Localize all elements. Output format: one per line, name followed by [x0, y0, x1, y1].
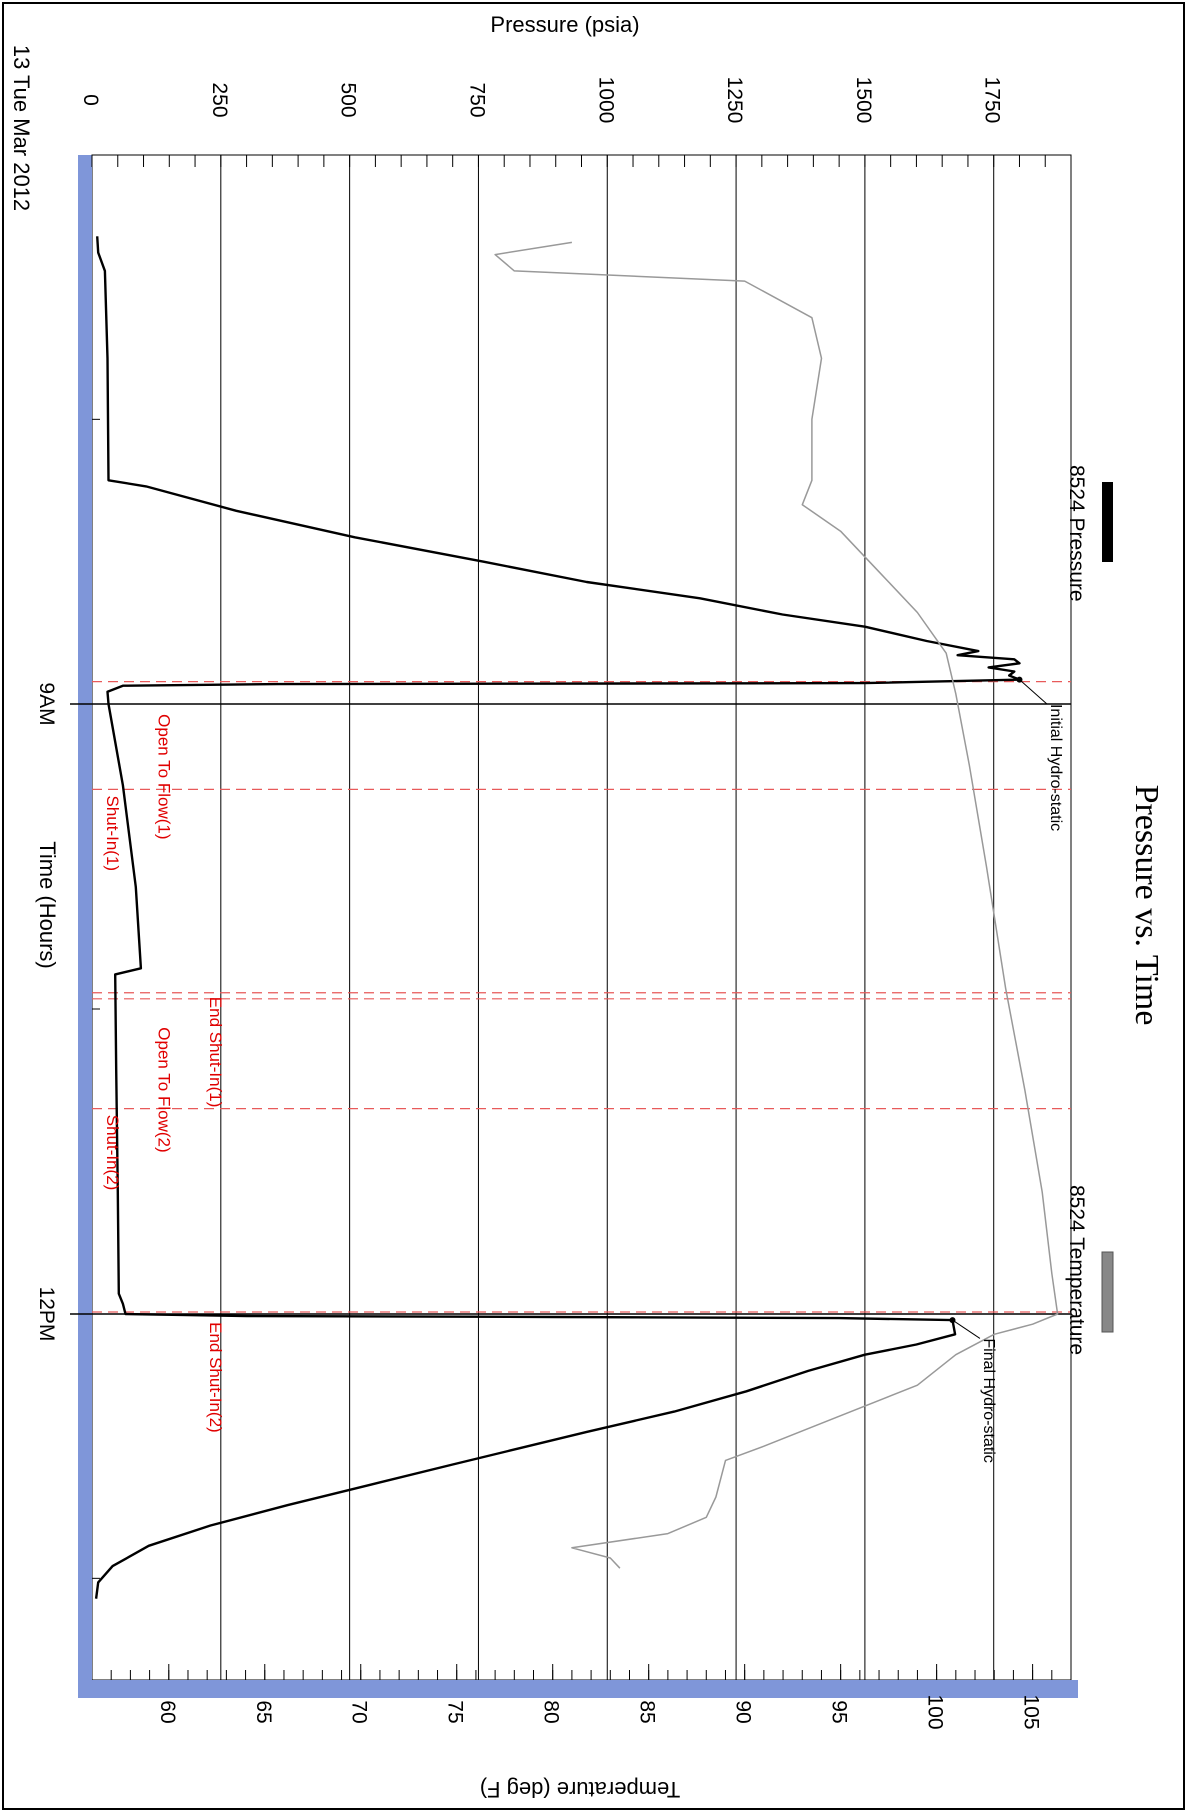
event-label: End Shut-In(2) [206, 1322, 225, 1433]
event-label: End Shut-In(1) [206, 997, 225, 1108]
annotation-leader [952, 1319, 981, 1339]
legend-label-pressure: 8524 Pressure [1065, 465, 1088, 602]
pressure-tick-label: 750 [465, 82, 488, 117]
event-label: Shut-In(1) [103, 796, 122, 872]
plot-area [91, 154, 1072, 1681]
pressure-tick-label: 250 [208, 82, 231, 117]
annotation-point [949, 1317, 956, 1324]
time-tick-label: 9AM [35, 682, 58, 725]
temperature-tick-label: 100 [924, 1694, 947, 1729]
temperature-tick-label: 65 [252, 1700, 275, 1723]
pressure-tick-label: 1750 [981, 77, 1004, 124]
pressure-axis-title: Pressure (psia) [490, 12, 639, 37]
temperature-tick-label: 60 [156, 1700, 179, 1723]
event-label: Open To Flow(2) [154, 1027, 173, 1152]
annotation-label: Final Hydro-static [980, 1338, 997, 1462]
annotation-label: Initial Hydro-static [1047, 704, 1064, 831]
time-axis-title: Time (Hours) [35, 841, 60, 969]
temperature-tick-label: 80 [540, 1700, 563, 1723]
temperature-series-line [494, 241, 1059, 1569]
temperature-axis-title: Temperature (deg F) [480, 1777, 681, 1802]
chart-title: Pressure vs. Time [1128, 785, 1165, 1026]
temperature-tick-label: 85 [636, 1700, 659, 1723]
event-label: Shut-In(2) [103, 1115, 122, 1191]
pressure-tick-label: 1250 [723, 77, 746, 124]
pressure-tick-label: 1000 [594, 77, 617, 124]
temperature-tick-label: 75 [444, 1700, 467, 1723]
temperature-axis-band [78, 1680, 1078, 1698]
pressure-tick-label: 500 [337, 82, 360, 117]
temperature-tick-label: 70 [348, 1700, 371, 1723]
time-axis-band [78, 155, 92, 1698]
date-label: 13 Tue Mar 2012 [9, 45, 34, 211]
event-label: Open To Flow(1) [154, 714, 173, 839]
temperature-tick-label: 105 [1020, 1694, 1043, 1729]
time-tick-label: 12PM [35, 1287, 58, 1342]
temperature-tick-label: 95 [828, 1700, 851, 1723]
pressure-series-line [94, 236, 1021, 1599]
legend-swatch-pressure [1102, 482, 1113, 562]
temperature-tick-label: 90 [732, 1700, 755, 1723]
annotation-point [1016, 676, 1023, 683]
pressure-tick-label: 0 [79, 94, 102, 106]
legend-swatch-temperature [1101, 1251, 1114, 1333]
annotation-leader [1019, 679, 1048, 705]
pressure-tick-label: 1500 [852, 77, 875, 124]
legend-label-temperature: 8524 Temperature [1065, 1185, 1088, 1355]
